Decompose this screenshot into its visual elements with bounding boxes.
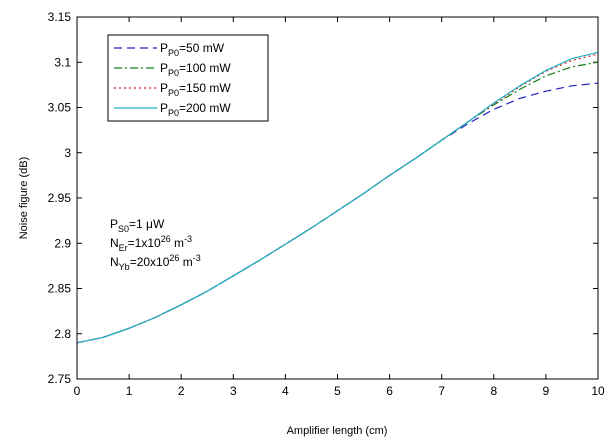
x-tick-label: 6: [386, 384, 393, 398]
x-tick-label: 0: [74, 384, 81, 398]
annotation-line-3: NYb=20x1026 m-3: [110, 253, 201, 272]
legend-label-1: PP0=50 mW: [160, 41, 225, 58]
y-tick-label: 2.85: [48, 282, 72, 296]
plot-frame: [76, 16, 599, 380]
x-tick-label: 10: [591, 384, 605, 398]
y-tick-label: 2.75: [48, 372, 72, 386]
x-tick-label: 2: [178, 384, 185, 398]
x-tick-label: 1: [126, 384, 133, 398]
x-tick-label: 7: [438, 384, 445, 398]
y-tick-label: 3: [64, 146, 71, 160]
x-tick-label: 5: [334, 384, 341, 398]
legend-box: [107, 34, 269, 122]
y-tick-label: 3.05: [48, 101, 72, 115]
y-axis-label: Noise figure (dB): [18, 157, 30, 240]
x-tick-label: 3: [230, 384, 237, 398]
legend-label-3: PP0=150 mW: [160, 81, 231, 98]
annotation-line-2: NEr=1x1026 m-3: [110, 234, 192, 253]
legend-label-2: PP0=100 mW: [160, 61, 231, 78]
annotation-line-1: PS0=1 μW: [110, 217, 165, 234]
legend-label-4: PP0=200 mW: [160, 101, 231, 118]
y-tick-label: 2.95: [48, 191, 72, 205]
x-tick-label: 8: [490, 384, 497, 398]
y-tick-label: 3.1: [54, 55, 71, 69]
axis-ticks: 0 1 2 3 4 5 6 7 8 9 10 2.75 2.8 2.85 2.9 2.95 3 3.05 3.1 3.…: [48, 10, 605, 398]
series-group: [76, 51, 599, 344]
x-tick-label: 4: [282, 384, 289, 398]
series-line-4: [76, 51, 599, 344]
x-axis-label: Amplifier length (cm): [287, 425, 388, 437]
y-tick-label: 2.9: [54, 236, 71, 250]
x-tick-label: 9: [543, 384, 550, 398]
y-tick-label: 2.8: [54, 327, 71, 341]
legend: PP0=50 mW PP0=100 mW PP0=150 mW PP0=200 mW: [107, 34, 269, 122]
y-tick-label: 3.15: [48, 10, 72, 24]
